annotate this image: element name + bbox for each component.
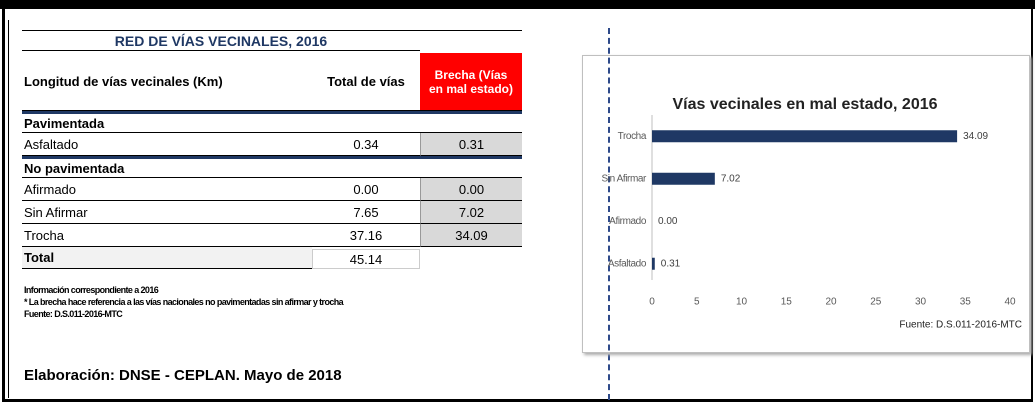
value-cell: 34.09 [420,224,522,247]
value-cell: 0.31 [420,133,522,156]
value-cell: 0.00 [312,178,420,201]
x-tick-label: 35 [960,297,972,308]
row-label: Afirmado [22,178,312,201]
header: Total de vías [312,53,420,111]
value-cell: 7.02 [420,201,522,224]
x-tick-label: 40 [1004,297,1016,308]
header: Brecha (Vías en mal estado) [420,53,522,111]
bar [652,172,715,185]
note: * La brecha hace referencia a las vías n… [24,297,344,307]
value-cell: 7.65 [312,201,420,224]
chart-frame [582,55,1030,353]
table-title: RED DE VÍAS VECINALES, 2016 [22,31,420,51]
x-tick-label: 0 [649,297,655,308]
group-header: Pavimentada [22,111,522,133]
right-border [1031,9,1033,402]
notes: Información correspondiente a 2016 * La b… [24,284,344,320]
x-tick-label: 30 [915,297,927,308]
x-tick-label: 25 [870,297,882,308]
left-border [2,9,5,401]
total-label: Total [22,247,312,269]
y-tick-label: Trocha [618,131,647,142]
value-label: 0.31 [661,258,681,269]
left-border [8,20,9,398]
y-tick-label: Asfaltado [608,258,647,269]
top-border [0,0,1035,9]
total-value: 45.14 [312,249,420,269]
bottom-border [2,399,1033,402]
x-tick-label: 15 [781,297,793,308]
bar [652,257,655,270]
value-cell: 37.16 [312,224,420,247]
table: RED DE VÍAS VECINALES, 2016 Longitud de v… [22,30,522,281]
chart-title: Vías vecinales en mal estado, 2016 [672,96,937,113]
bar [652,130,958,143]
value-label: 0.00 [658,216,678,227]
divider [608,28,610,400]
row-label: Sin Afirmar [22,201,312,224]
value-label: 34.09 [963,131,988,142]
x-tick-label: 10 [736,297,748,308]
chart-source: Fuente: D.S.011-2016-MTC [899,320,1022,331]
value-label: 7.02 [721,173,741,184]
footer: Elaboración: DNSE - CEPLAN. Mayo de 2018 [24,367,342,384]
value-cell: 0.00 [420,178,522,201]
row-label: Asfaltado [22,133,312,156]
x-tick-label: 20 [825,297,837,308]
y-tick-label: Afirmado [609,216,647,227]
y-tick-label: Sin Afirmar [601,173,647,184]
x-tick-label: 5 [694,297,700,308]
note: Información correspondiente a 2016 [24,285,159,295]
header: Longitud de vías vecinales (Km) [22,53,312,111]
value-cell: 0.34 [312,133,420,156]
group-header: No pavimentada [22,156,522,178]
note: Fuente: D.S.011-2016-MTC [24,309,123,319]
row-label: Trocha [22,224,312,247]
